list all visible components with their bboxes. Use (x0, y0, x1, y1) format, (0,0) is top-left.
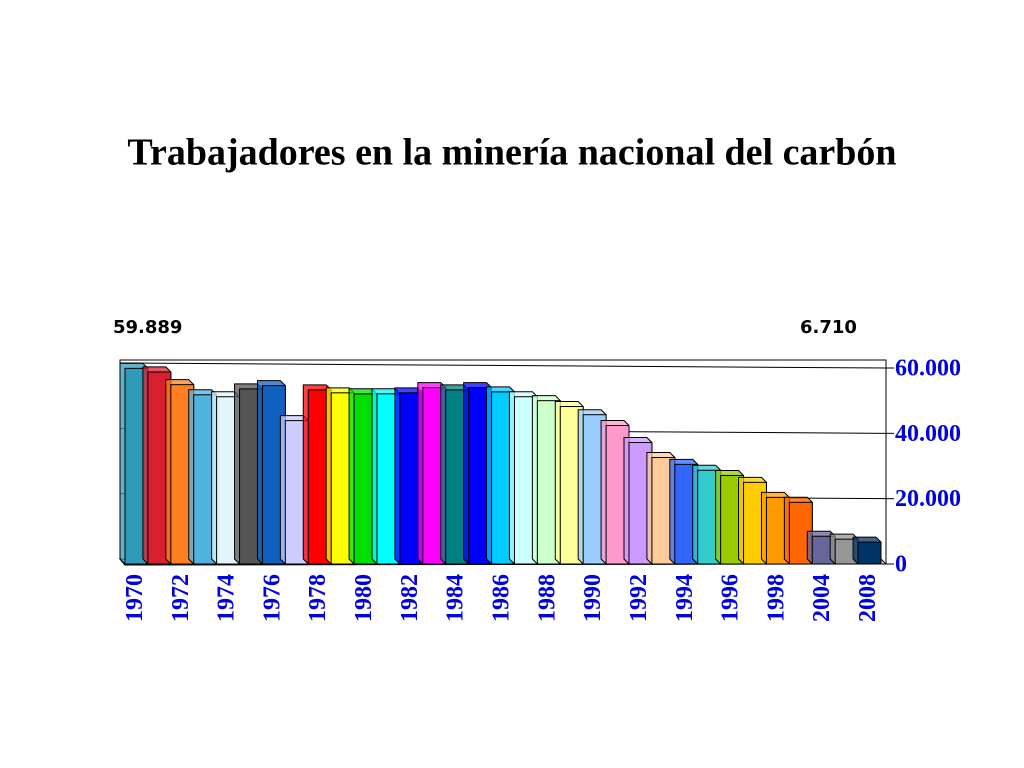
y-tick-label: 20.000 (895, 486, 961, 512)
x-tick-label: 2004 (809, 574, 835, 622)
x-tick-label: 1974 (214, 574, 240, 622)
x-tick-label: 1990 (580, 574, 606, 622)
chart-title: Trabajadores en la minería nacional del … (127, 132, 896, 174)
x-tick-label: 1992 (626, 574, 652, 622)
x-tick-label: 1996 (718, 574, 744, 622)
x-tick-label: 2008 (855, 574, 881, 622)
x-tick-label: 1982 (397, 574, 423, 622)
x-tick-label: 1980 (351, 574, 377, 622)
annotation: 59.889 (113, 317, 182, 338)
x-tick-label: 1978 (305, 574, 331, 622)
y-tick-label: 0 (895, 552, 907, 578)
y-tick-label: 40.000 (895, 421, 961, 447)
x-tick-label: 1970 (122, 574, 148, 622)
bar (857, 541, 882, 565)
x-tick-label: 1998 (763, 574, 789, 622)
x-tick-label: 1984 (443, 574, 469, 622)
x-tick-label: 1976 (259, 574, 285, 622)
x-tick-label: 1986 (489, 574, 515, 622)
annotation: 6.710 (800, 317, 857, 338)
x-tick-label: 1972 (168, 574, 194, 622)
x-tick-label: 1994 (672, 574, 698, 622)
x-tick-label: 1988 (534, 574, 560, 622)
grid-line (119, 362, 887, 369)
y-tick-label: 60.000 (895, 356, 961, 382)
